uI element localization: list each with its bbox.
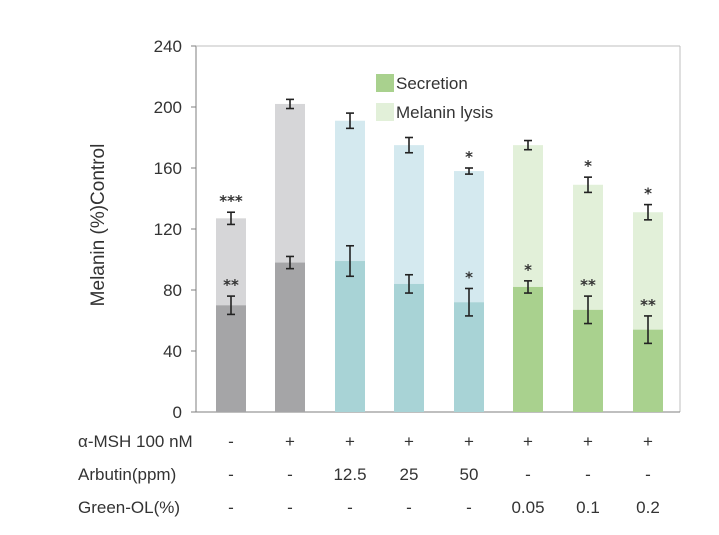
bar-melanin-lysis bbox=[394, 145, 424, 284]
condition-cell: + bbox=[523, 432, 533, 451]
y-tick-label: 160 bbox=[154, 159, 182, 178]
error-bar-secretion bbox=[524, 280, 532, 294]
significance-secretion: ** bbox=[580, 276, 596, 294]
bar-secretion bbox=[394, 283, 424, 412]
condition-cell: - bbox=[228, 498, 234, 517]
condition-cell: 50 bbox=[459, 465, 479, 484]
significance-secretion: ** bbox=[223, 276, 239, 294]
condition-cell: - bbox=[347, 498, 353, 517]
legend-swatch bbox=[376, 103, 394, 121]
condition-cell: - bbox=[287, 498, 293, 517]
error-bar-secretion bbox=[346, 244, 354, 278]
bar-melanin-lysis bbox=[573, 184, 603, 310]
condition-cell: - bbox=[406, 498, 412, 517]
error-bar-total bbox=[346, 112, 354, 130]
error-bar-total bbox=[227, 211, 235, 226]
y-tick-label: 200 bbox=[154, 98, 182, 117]
condition-cell: - bbox=[585, 465, 591, 484]
bar-secretion bbox=[216, 305, 246, 412]
bar-secretion bbox=[513, 286, 543, 412]
bar-secretion bbox=[335, 261, 365, 412]
error-bar-secretion bbox=[584, 295, 592, 325]
condition-cell: 0.2 bbox=[636, 498, 660, 517]
legend-swatch bbox=[376, 74, 394, 92]
error-bar-secretion bbox=[286, 255, 294, 270]
condition-label-msh: α-MSH 100 nM bbox=[78, 432, 193, 451]
condition-cell: - bbox=[525, 465, 531, 484]
error-bar-total bbox=[465, 167, 473, 175]
condition-cell: - bbox=[287, 465, 293, 484]
error-bar-total bbox=[644, 203, 652, 221]
bar-melanin-lysis bbox=[633, 212, 663, 330]
condition-cell: 0.05 bbox=[511, 498, 545, 517]
condition-cell: + bbox=[404, 432, 414, 451]
error-bar-total bbox=[405, 136, 413, 154]
y-tick-label: 120 bbox=[154, 220, 182, 239]
y-tick-label: 0 bbox=[173, 403, 182, 422]
significance-secretion: * bbox=[465, 268, 473, 286]
bar-melanin-lysis bbox=[216, 218, 246, 306]
condition-cell: - bbox=[466, 498, 472, 517]
y-tick-label: 40 bbox=[163, 342, 182, 361]
condition-cell: + bbox=[345, 432, 355, 451]
condition-cell: - bbox=[228, 432, 234, 451]
condition-cell: + bbox=[643, 432, 653, 451]
bar-secretion bbox=[275, 262, 305, 412]
significance-total: * bbox=[465, 148, 473, 166]
condition-cell: - bbox=[228, 465, 234, 484]
significance-secretion: ** bbox=[640, 296, 656, 314]
condition-label-arbutin: Arbutin(ppm) bbox=[78, 465, 177, 484]
axes: 0 40 80 120 160 200 240 bbox=[154, 37, 681, 422]
error-bar-secretion bbox=[405, 273, 413, 294]
condition-cell: 25 bbox=[399, 465, 419, 484]
condition-cell: - bbox=[645, 465, 651, 484]
y-axis-label: Melanin (%)Control bbox=[88, 144, 109, 307]
significance-secretion: * bbox=[524, 261, 532, 279]
bar-melanin-lysis bbox=[454, 171, 484, 303]
error-bar-secretion bbox=[465, 287, 473, 317]
error-bar-total bbox=[286, 98, 294, 110]
error-bar-total bbox=[584, 176, 592, 194]
bar-secretion bbox=[454, 302, 484, 412]
condition-cell: + bbox=[285, 432, 295, 451]
significance-total: *** bbox=[219, 192, 243, 210]
error-bar-secretion bbox=[644, 315, 652, 345]
significance-total: * bbox=[584, 157, 592, 175]
legend-label: Melanin lysis bbox=[396, 103, 493, 122]
condition-cell: 0.1 bbox=[576, 498, 600, 517]
condition-cell: 12.5 bbox=[333, 465, 367, 484]
bar-melanin-lysis bbox=[513, 145, 543, 287]
bars: ************** bbox=[216, 98, 663, 412]
legend: Secretion Melanin lysis bbox=[376, 74, 493, 122]
y-tick-label: 240 bbox=[154, 37, 182, 56]
condition-cell: + bbox=[464, 432, 474, 451]
condition-cell: + bbox=[583, 432, 593, 451]
legend-label: Secretion bbox=[396, 74, 468, 93]
condition-label-greenol: Green-OL(%) bbox=[78, 498, 181, 517]
error-bar-secretion bbox=[227, 295, 235, 316]
bar-melanin-lysis bbox=[335, 120, 365, 262]
bar-melanin-lysis bbox=[275, 103, 305, 263]
y-tick-label: 80 bbox=[163, 281, 182, 300]
error-bar-total bbox=[524, 139, 532, 151]
bar-secretion bbox=[573, 309, 603, 412]
significance-total: * bbox=[644, 185, 652, 203]
